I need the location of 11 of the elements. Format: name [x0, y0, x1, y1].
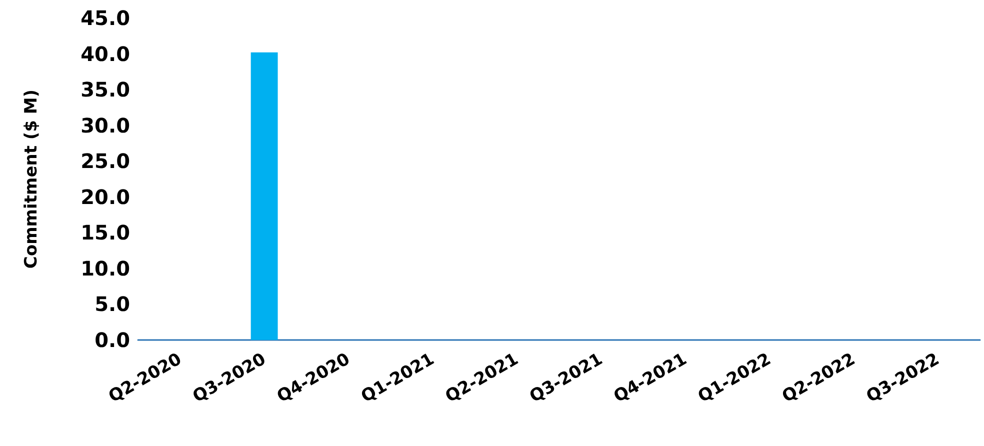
- y-tick-label: 35.0: [80, 78, 130, 102]
- y-tick-label: 0.0: [94, 328, 130, 352]
- y-tick-label: 5.0: [94, 292, 130, 316]
- y-tick-label: 45.0: [80, 6, 130, 30]
- y-tick-label: 15.0: [80, 220, 130, 245]
- y-tick-label: 30.0: [80, 113, 130, 138]
- y-tick-label: 20.0: [80, 184, 130, 209]
- y-axis-title: Commitment ($ M): [22, 89, 42, 269]
- y-tick-label: 10.0: [80, 256, 130, 280]
- y-tick-label: 40.0: [80, 42, 130, 66]
- y-tick-label: 25.0: [80, 149, 130, 174]
